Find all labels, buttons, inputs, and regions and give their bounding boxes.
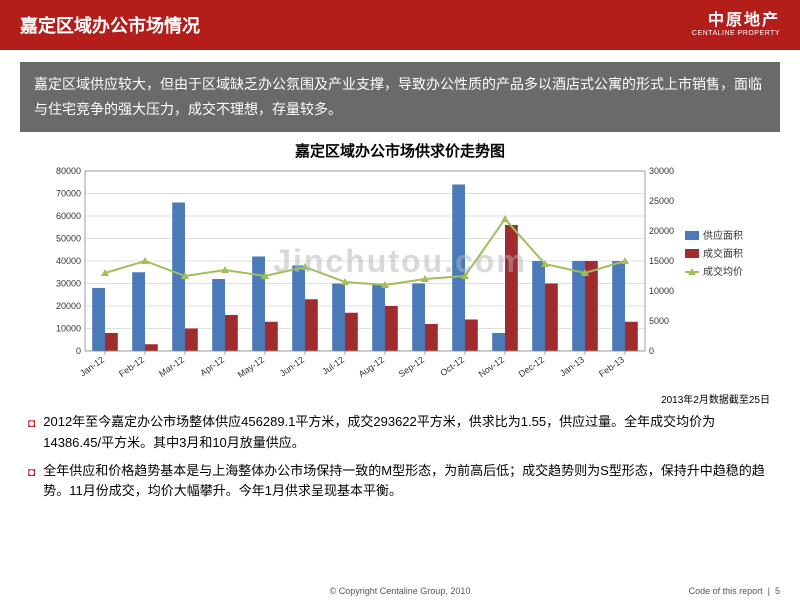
footer-right: Code of this report | 5 [527,586,780,596]
bullet-text: 2012年至今嘉定办公市场整体供应456289.1平方米，成交293622平方米… [43,412,772,452]
logo: 中原地产 CENTALINE PROPERTY [692,12,780,37]
bullet-row: ◘ 全年供应和价格趋势基本是与上海整体办公市场保持一致的M型形态，为前高后低；成… [28,461,772,501]
svg-text:70000: 70000 [56,189,81,199]
svg-text:Jan-13: Jan-13 [558,355,586,379]
svg-text:Jan-12: Jan-12 [78,355,106,379]
chart-area: 嘉定区域办公市场供求价走势图 0 10000 20000 30000 40000 5000… [20,140,780,389]
data-note: 2013年2月数据截至25日 [0,391,770,406]
svg-text:30000: 30000 [56,279,81,289]
svg-text:5000: 5000 [649,316,669,326]
svg-text:Nov-12: Nov-12 [477,355,507,380]
svg-text:供应面积: 供应面积 [703,229,743,242]
footer: © Copyright Centaline Group, 2010 Code o… [0,586,800,596]
svg-text:0: 0 [76,346,81,356]
svg-text:Feb-13: Feb-13 [597,355,626,380]
bullet-icon: ◘ [28,463,35,501]
svg-text:30000: 30000 [649,166,674,176]
svg-text:Apr-12: Apr-12 [198,355,226,379]
svg-text:Mar-12: Mar-12 [157,355,186,380]
intro-box: 嘉定区域供应较大，但由于区域缺乏办公氛围及产业支撑，导致办公性质的产品多以酒店式… [20,62,780,132]
svg-text:Dec-12: Dec-12 [517,355,547,380]
svg-text:Oct-12: Oct-12 [438,355,466,379]
bullet-row: ◘ 2012年至今嘉定办公市场整体供应456289.1平方米，成交293622平… [28,412,772,452]
svg-text:80000: 80000 [56,166,81,176]
svg-text:40000: 40000 [56,256,81,266]
bullets: ◘ 2012年至今嘉定办公市场整体供应456289.1平方米，成交293622平… [28,412,772,501]
footer-report: Code of this report [689,586,763,596]
svg-text:Aug-12: Aug-12 [357,355,387,380]
svg-text:成交面积: 成交面积 [703,247,743,260]
svg-text:0: 0 [649,346,654,356]
svg-text:Jul-12: Jul-12 [320,355,346,377]
svg-text:25000: 25000 [649,196,674,206]
page-title: 嘉定区域办公市场情况 [20,12,200,38]
svg-text:Jun-12: Jun-12 [278,355,306,379]
chart-title: 嘉定区域办公市场供求价走势图 [20,140,780,161]
svg-text:May-12: May-12 [236,355,266,380]
svg-text:10000: 10000 [56,324,81,334]
logo-subtext: CENTALINE PROPERTY [692,30,780,38]
footer-page: 5 [775,586,780,596]
header: 嘉定区域办公市场情况 中原地产 CENTALINE PROPERTY [0,0,800,50]
svg-text:50000: 50000 [56,234,81,244]
svg-text:20000: 20000 [649,226,674,236]
bullet-icon: ◘ [28,414,35,452]
svg-text:60000: 60000 [56,211,81,221]
bullet-text: 全年供应和价格趋势基本是与上海整体办公市场保持一致的M型形态，为前高后低；成交趋… [43,461,772,501]
svg-text:10000: 10000 [649,286,674,296]
chart-svg: 0100002000030000400005000060000700008000… [35,165,765,389]
svg-text:20000: 20000 [56,301,81,311]
footer-copyright: © Copyright Centaline Group, 2010 [273,586,526,596]
footer-left [20,586,273,596]
svg-text:Sep-12: Sep-12 [397,355,427,380]
svg-text:Feb-12: Feb-12 [117,355,146,380]
svg-text:成交均价: 成交均价 [703,265,743,278]
logo-text: 中原地产 [692,12,780,30]
svg-text:15000: 15000 [649,256,674,266]
